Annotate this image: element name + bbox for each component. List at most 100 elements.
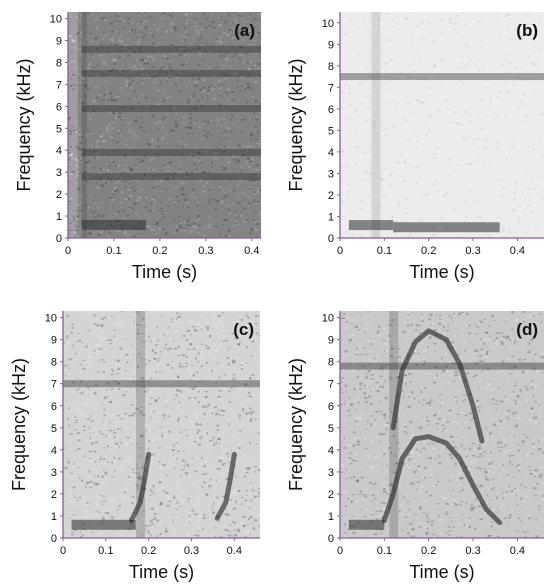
- frequency-band: [340, 73, 544, 81]
- y-axis-label: Frequency (kHz): [286, 58, 306, 191]
- y-tick-label: 1: [328, 211, 334, 223]
- y-tick-label: 3: [328, 168, 334, 180]
- y-tick-label: 9: [328, 335, 334, 347]
- x-tick-label: 0.2: [141, 545, 156, 557]
- x-axis-label: Time (s): [132, 262, 197, 282]
- y-tick-label: 3: [56, 167, 62, 179]
- y-tick-label: 1: [51, 511, 57, 523]
- x-tick-label: 0.3: [465, 545, 480, 557]
- y-tick-label: 7: [56, 79, 62, 91]
- y-tick-label: 3: [51, 467, 57, 479]
- y-tick-label: 0: [56, 233, 62, 245]
- x-tick-label: 0: [60, 545, 66, 557]
- frequency-band: [348, 519, 385, 530]
- y-tick-label: 2: [328, 489, 334, 501]
- y-tick-label: 6: [328, 104, 334, 116]
- x-tick-label: 0.3: [184, 545, 199, 557]
- panel-4: 0 1 2 3 4 5 6 7 8 9 10 0 0.1 0.2 0.3 0.4 Time (s) Frequen…: [286, 311, 544, 582]
- y-tick-label: 4: [328, 147, 334, 159]
- onset-streak: [371, 12, 381, 238]
- x-tick-label: 0.2: [421, 245, 436, 257]
- y-tick-label: 8: [51, 357, 57, 369]
- panel-label: (a): [234, 21, 255, 40]
- y-tick-label: 9: [56, 36, 62, 48]
- x-tick-label: 0.3: [198, 245, 213, 257]
- y-tick-label: 3: [328, 467, 334, 479]
- x-tick-label: 0.4: [227, 545, 242, 557]
- frequency-band: [81, 173, 261, 181]
- frequency-band: [81, 69, 261, 77]
- x-tick-label: 0.4: [244, 245, 259, 257]
- frequency-band: [340, 362, 544, 370]
- spectrogram-plot-area: [340, 311, 544, 538]
- frequency-band: [81, 45, 261, 53]
- panel-1: 0 1 2 3 4 5 6 7 8 9 10 0 0.1 0.2 0.3 0.4 Time (s) Frequen…: [14, 12, 261, 282]
- y-tick-label: 7: [328, 82, 334, 94]
- y-tick-label: 0: [51, 533, 57, 545]
- onset-streak: [136, 311, 146, 538]
- y-tick-label: 9: [328, 39, 334, 51]
- panel-label: (d): [516, 320, 538, 339]
- y-tick-label: 5: [328, 423, 334, 435]
- y-tick-label: 8: [56, 57, 62, 69]
- spectrogram-background: [68, 12, 261, 238]
- x-tick-label: 0.1: [377, 245, 392, 257]
- call-region-shading: [81, 12, 261, 238]
- call-contour: [129, 451, 152, 523]
- y-tick-label: 9: [51, 335, 57, 347]
- y-axis-label: Frequency (kHz): [9, 358, 29, 491]
- x-tick-label: 0.1: [98, 545, 113, 557]
- y-tick-label: 4: [328, 445, 334, 457]
- y-tick-label: 4: [51, 445, 57, 457]
- x-tick-label: 0.4: [510, 245, 525, 257]
- panel-2: 0 1 2 3 4 5 6 7 8 9 10 0 0.1 0.2 0.3 0.4 Time (s) Frequen…: [286, 12, 544, 282]
- y-tick-label: 7: [51, 379, 57, 391]
- y-tick-label: 8: [328, 357, 334, 369]
- spectrogram-plot-area: [63, 311, 260, 538]
- x-axis-label: Time (s): [409, 562, 474, 582]
- spectrogram-texture: [63, 311, 260, 538]
- spectrogram-background: [340, 311, 544, 538]
- panel-3: 0 1 2 3 4 5 6 7 8 9 10 0 0.1 0.2 0.3 0.4 Time (s) Frequen…: [9, 311, 260, 582]
- y-tick-label: 5: [328, 125, 334, 137]
- frequency-band: [393, 222, 500, 233]
- y-tick-label: 4: [56, 145, 62, 157]
- y-tick-label: 10: [50, 14, 62, 26]
- x-tick-label: 0: [337, 245, 343, 257]
- spectrogram-background: [340, 12, 544, 238]
- x-tick-label: 0.2: [421, 545, 436, 557]
- x-tick-label: 0.3: [465, 245, 480, 257]
- x-tick-label: 0: [337, 545, 343, 557]
- y-tick-label: 5: [56, 123, 62, 135]
- x-tick-label: 0.4: [510, 545, 525, 557]
- y-tick-label: 10: [322, 18, 334, 30]
- y-tick-label: 6: [56, 101, 62, 113]
- frequency-band: [71, 519, 136, 530]
- frequency-band: [81, 105, 261, 113]
- panel-label: (c): [233, 320, 254, 339]
- y-tick-label: 0: [328, 233, 334, 245]
- frequency-band: [348, 220, 394, 231]
- y-tick-label: 6: [51, 401, 57, 413]
- panel-label: (b): [516, 21, 538, 40]
- y-tick-label: 2: [51, 489, 57, 501]
- y-tick-label: 2: [56, 189, 62, 201]
- call-contour: [390, 328, 485, 444]
- y-tick-label: 2: [328, 190, 334, 202]
- y-tick-label: 10: [45, 313, 57, 325]
- y-tick-label: 0: [328, 533, 334, 545]
- y-axis-label: Frequency (kHz): [14, 58, 34, 191]
- y-tick-label: 8: [328, 61, 334, 73]
- x-axis-label: Time (s): [129, 562, 194, 582]
- y-tick-label: 5: [51, 423, 57, 435]
- y-tick-label: 6: [328, 401, 334, 413]
- y-tick-label: 1: [328, 511, 334, 523]
- x-tick-label: 0: [65, 245, 71, 257]
- spectrogram-texture: [68, 12, 261, 238]
- spectrogram-plot-area: [68, 12, 261, 238]
- frequency-band: [81, 148, 261, 156]
- y-tick-label: 7: [328, 379, 334, 391]
- frequency-band: [63, 380, 260, 388]
- onset-streak: [77, 12, 87, 238]
